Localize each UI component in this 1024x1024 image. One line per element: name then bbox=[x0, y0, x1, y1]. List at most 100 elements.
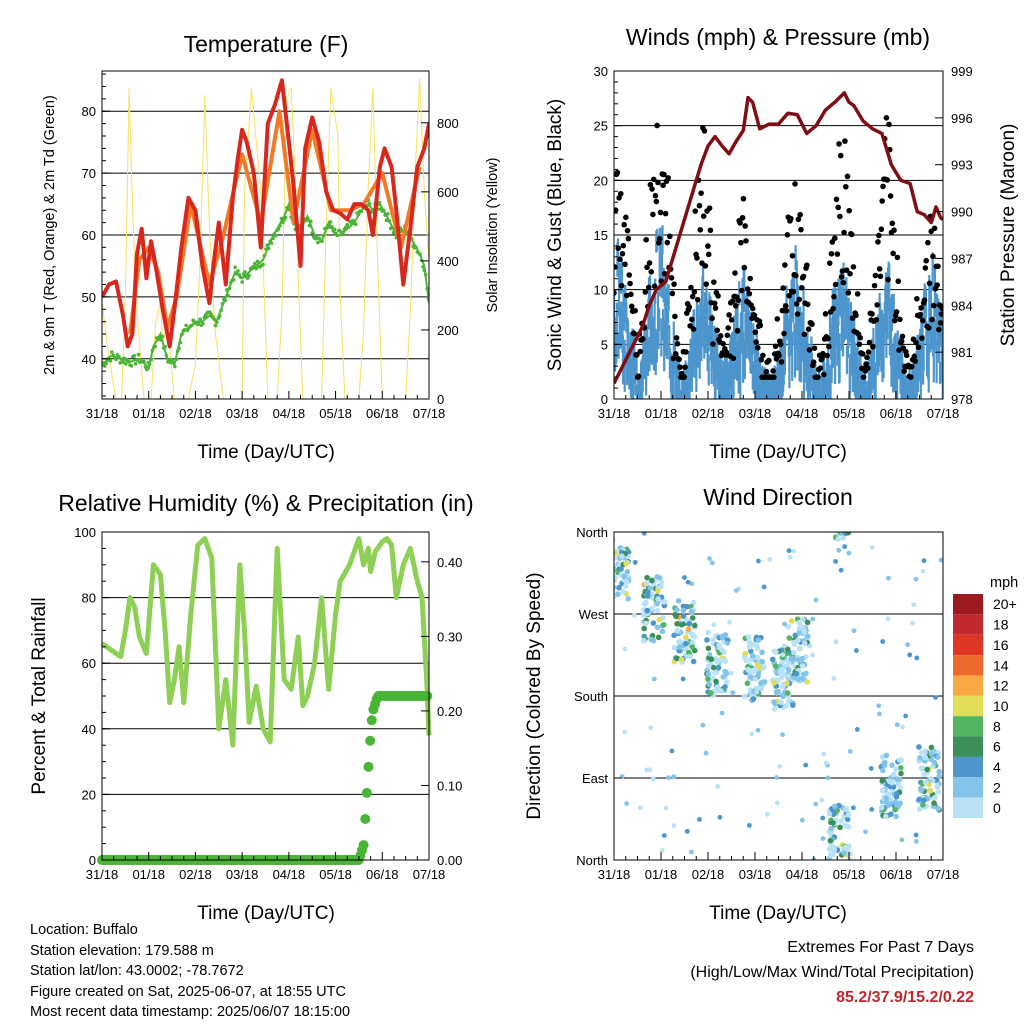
direction-point bbox=[780, 732, 785, 738]
wind-gust-point bbox=[710, 341, 716, 347]
dewpoint-point bbox=[381, 208, 386, 213]
direction-point bbox=[803, 762, 809, 768]
direction-point bbox=[680, 603, 687, 610]
direction-point bbox=[836, 547, 842, 553]
direction-point bbox=[682, 634, 689, 641]
dewpoint-point bbox=[157, 335, 162, 339]
x-tick-label: 02/18 bbox=[692, 867, 725, 882]
wind-gust-point bbox=[820, 350, 826, 357]
direction-point bbox=[778, 674, 785, 681]
direction-point bbox=[606, 586, 612, 592]
direction-point bbox=[723, 679, 730, 685]
direction-point bbox=[807, 643, 813, 649]
y-right-tick-label: 200 bbox=[437, 323, 459, 338]
y-right-tick-label: 0 bbox=[437, 392, 444, 407]
direction-point bbox=[671, 823, 677, 829]
wind-gust-point bbox=[934, 282, 940, 288]
direction-point bbox=[614, 580, 615, 582]
direction-point bbox=[607, 540, 613, 546]
direction-point bbox=[796, 625, 803, 632]
y-tick-label: 20 bbox=[82, 787, 96, 802]
wind-gust-point bbox=[836, 141, 842, 147]
dewpoint-point bbox=[224, 288, 229, 292]
direction-point bbox=[655, 634, 662, 641]
dewpoint-point bbox=[367, 201, 372, 206]
direction-point bbox=[898, 764, 904, 771]
x-tick-label: 02/18 bbox=[179, 406, 212, 421]
dewpoint-point bbox=[117, 354, 121, 359]
dewpoint-point bbox=[309, 219, 313, 224]
precip-point bbox=[422, 691, 433, 701]
direction-point bbox=[767, 557, 773, 562]
direction-point bbox=[922, 754, 928, 761]
direction-point bbox=[761, 584, 767, 590]
y-tick-label: 60 bbox=[82, 656, 96, 671]
wind-gust-point bbox=[672, 313, 678, 320]
dewpoint-point bbox=[266, 246, 271, 251]
direction-point bbox=[725, 640, 731, 646]
dewpoint-point bbox=[247, 273, 251, 278]
wind-gust-point bbox=[728, 317, 735, 323]
humidity-line bbox=[100, 536, 432, 748]
wind-gust-point bbox=[815, 374, 821, 380]
wind-gust-point bbox=[935, 263, 941, 270]
wind-gust-point bbox=[832, 281, 839, 288]
direction-point bbox=[719, 633, 726, 640]
y-tick-label: 20 bbox=[594, 173, 608, 188]
precip-point bbox=[358, 840, 369, 851]
x-tick-label: 02/18 bbox=[692, 406, 725, 421]
direction-point bbox=[918, 750, 924, 755]
direction-point bbox=[655, 596, 661, 602]
wind-gust-point bbox=[763, 368, 770, 375]
dewpoint-point bbox=[280, 220, 285, 225]
direction-point bbox=[779, 659, 786, 665]
y-tick-label: North bbox=[576, 853, 608, 868]
wind-gust-point bbox=[833, 196, 840, 203]
direction-point bbox=[783, 703, 790, 709]
wind-gust-point bbox=[921, 297, 928, 304]
dewpoint-point bbox=[145, 367, 149, 372]
direction-point bbox=[877, 711, 882, 717]
direction-point bbox=[744, 680, 751, 687]
direction-point bbox=[690, 599, 697, 606]
dewpoint-point bbox=[359, 209, 364, 214]
wind-gust-point bbox=[747, 275, 754, 282]
x-tick-label: 05/18 bbox=[833, 406, 866, 421]
dewpoint-point bbox=[314, 236, 319, 241]
dewpoint-point bbox=[262, 253, 267, 258]
direction-point bbox=[761, 678, 768, 685]
y-right-tick-label: 0.10 bbox=[437, 778, 462, 793]
direction-point bbox=[747, 674, 753, 680]
x-tick-label: 03/18 bbox=[226, 406, 259, 421]
wind-gust-point bbox=[751, 312, 758, 319]
direction-point bbox=[755, 672, 762, 679]
wind-gust-point bbox=[757, 322, 764, 329]
wind-gust-point bbox=[872, 272, 879, 279]
wind-gust-point bbox=[789, 252, 796, 259]
dewpoint-point bbox=[178, 340, 183, 345]
wind-gust-point bbox=[778, 359, 785, 365]
direction-point bbox=[781, 643, 787, 649]
direction-point bbox=[682, 575, 687, 580]
dewpoint-point bbox=[422, 268, 427, 273]
wind-gust-point bbox=[644, 264, 650, 271]
direction-point bbox=[876, 703, 882, 709]
y-tick-label: 50 bbox=[82, 290, 96, 305]
extremes-subtitle: (High/Low/Max Wind/Total Precipitation) bbox=[690, 964, 974, 981]
direction-point bbox=[605, 541, 611, 547]
y-tick-label: South bbox=[574, 689, 608, 704]
wind-gust-point bbox=[625, 235, 632, 242]
humidity-ticks: 31/18 01/18 02/18 03/18 04/18 05/18 06/18 07/18… bbox=[74, 525, 462, 882]
dewpoint-point bbox=[341, 230, 345, 235]
wind-gust-point bbox=[621, 221, 627, 228]
wind-gust-point bbox=[746, 290, 753, 297]
dewpoint-point bbox=[114, 357, 118, 362]
wind-gust-point bbox=[614, 169, 621, 176]
dewpoint-point bbox=[189, 323, 194, 328]
direction-point bbox=[922, 779, 929, 786]
dewpoint-point bbox=[213, 323, 218, 328]
dewpoint-point bbox=[129, 364, 134, 368]
legend-swatch bbox=[953, 655, 983, 676]
wind-gust-point bbox=[688, 284, 694, 291]
wind-gust-point bbox=[873, 317, 880, 323]
